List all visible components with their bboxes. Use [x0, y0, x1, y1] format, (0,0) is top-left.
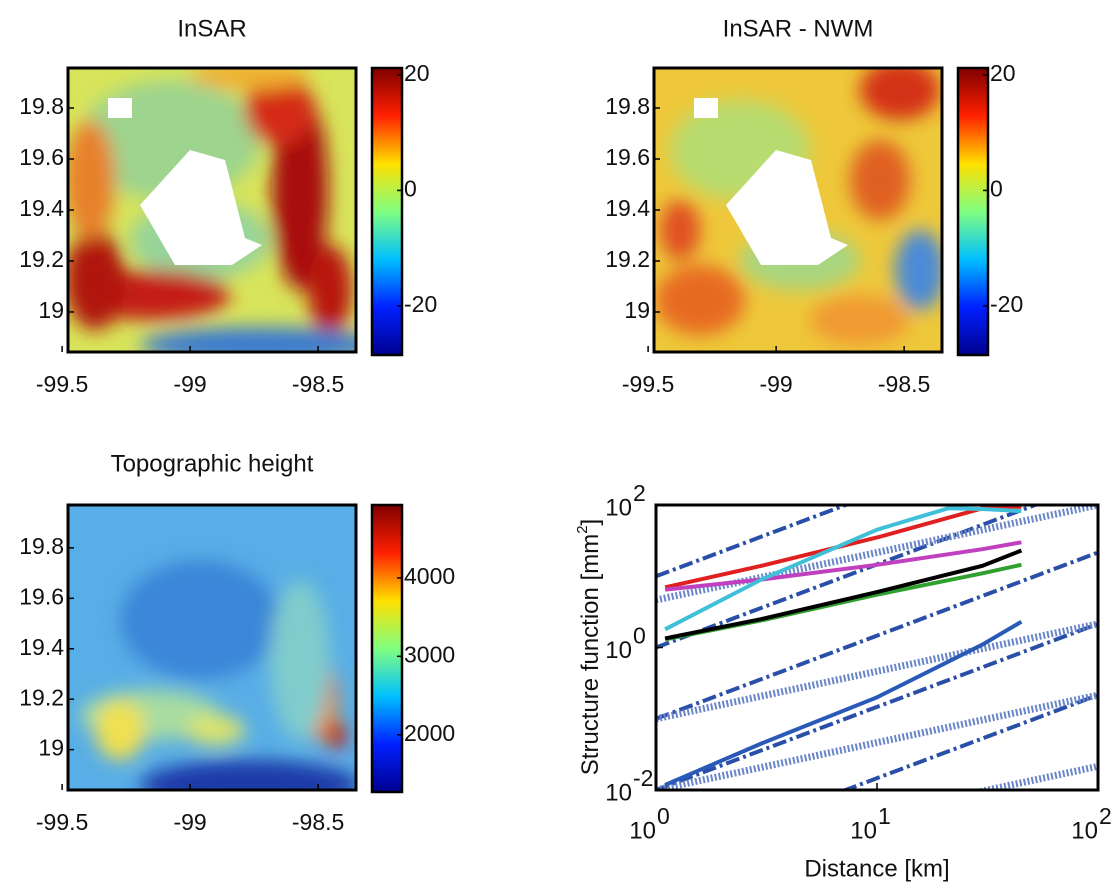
series-line	[656, 505, 852, 579]
series-line	[656, 505, 1098, 604]
colorbar-tick-label: 4000	[404, 563, 455, 589]
x-tick-label: -99.5	[36, 809, 88, 835]
x-tick-exponent: 1	[878, 803, 891, 829]
x-tick-label: -98.5	[878, 371, 930, 397]
y-axis-label: Structure function [mm2]	[574, 519, 604, 775]
x-tick-exponent: 0	[657, 803, 670, 829]
series-line	[656, 691, 1098, 790]
axes-box	[66, 503, 358, 792]
colorbar-tick-label: 0	[404, 176, 417, 202]
series-line	[664, 540, 1022, 592]
series-line	[839, 693, 1098, 790]
y-tick-label: 19.8	[19, 93, 64, 119]
x-tick-label: 10	[629, 817, 656, 844]
x-tick-exponent: 2	[1099, 803, 1112, 829]
y-tick-label: 19.6	[19, 583, 64, 609]
series-group	[656, 505, 1098, 790]
y-tick-exponent: -2	[633, 765, 653, 791]
y-tick-label: 19.4	[19, 195, 64, 221]
x-tick-label: -99	[759, 371, 792, 397]
colorbar	[956, 66, 990, 357]
panel-title: InSAR - NWM	[723, 15, 874, 42]
y-tick-label: 10	[605, 779, 632, 806]
colorbar	[370, 503, 404, 794]
colorbar	[370, 66, 404, 357]
y-tick-label: 19.8	[19, 533, 64, 559]
panel-title: Topographic height	[111, 450, 314, 477]
y-tick-label: 19	[38, 297, 64, 323]
series-line	[656, 550, 1098, 721]
series-line	[656, 621, 1098, 790]
map-image	[654, 68, 942, 352]
colorbar-tick-label: 3000	[404, 641, 455, 667]
x-tick-label: -99	[173, 809, 206, 835]
y-tick-label: 19.2	[19, 684, 64, 710]
x-tick-label: 10	[1071, 817, 1098, 844]
series-line	[664, 619, 1023, 787]
x-axis-label: Distance [km]	[804, 855, 949, 882]
y-tick-label: 19.4	[605, 195, 650, 221]
x-tick-label: -99.5	[36, 371, 88, 397]
series-line	[971, 762, 1098, 790]
x-tick-label: -99	[173, 371, 206, 397]
series-line	[664, 506, 1022, 632]
y-tick-label: 19.2	[605, 246, 650, 272]
y-tick-label: 19.6	[19, 144, 64, 170]
map-image	[68, 68, 356, 352]
plot-area	[656, 505, 1098, 790]
y-label-sup: 2	[574, 525, 591, 533]
y-tick-label: 19	[624, 297, 650, 323]
colorbar-tick-label: 20	[990, 60, 1016, 86]
y-label-text: Structure function [mm	[577, 534, 604, 775]
series-line	[656, 620, 1098, 723]
y-tick-label: 10	[605, 637, 632, 664]
map-image	[68, 505, 356, 790]
y-tick-label: 19.8	[605, 93, 650, 119]
y-tick-label: 19.4	[19, 634, 64, 660]
x-tick-label: 10	[850, 817, 877, 844]
y-label-end: ]	[577, 519, 604, 526]
y-tick-label: 19.2	[19, 246, 64, 272]
y-tick-exponent: 2	[633, 480, 646, 506]
x-tick-label: -98.5	[292, 809, 344, 835]
y-tick-exponent: 0	[633, 623, 646, 649]
y-tick-label: 19.6	[605, 144, 650, 170]
y-tick-label: 19	[38, 735, 64, 761]
series-line	[664, 548, 1023, 641]
y-tick-label: 10	[605, 494, 632, 521]
colorbar-tick-label: 0	[990, 176, 1003, 202]
colorbar-tick-label: 2000	[404, 720, 455, 746]
panel-title: InSAR	[177, 15, 246, 42]
colorbar-tick-label: -20	[404, 291, 437, 317]
x-tick-label: -99.5	[622, 371, 674, 397]
colorbar-tick-label: 20	[404, 60, 430, 86]
x-tick-label: -98.5	[292, 371, 344, 397]
colorbar-tick-label: -20	[990, 291, 1023, 317]
